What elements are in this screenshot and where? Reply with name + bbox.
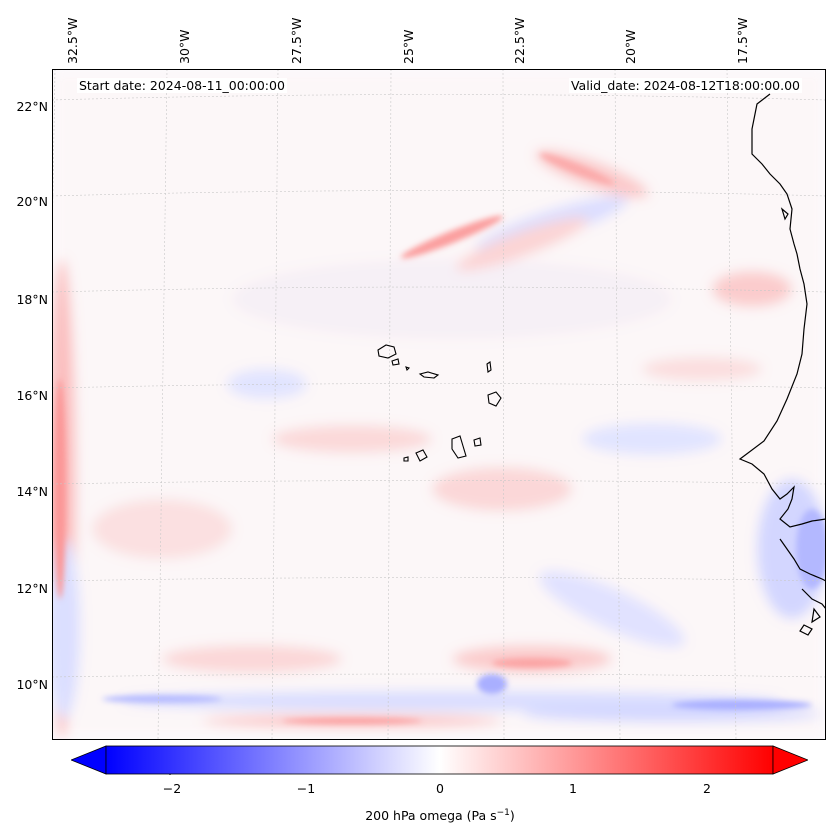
- coastline-south: [779, 538, 826, 582]
- west-africa-coastline: [738, 93, 826, 528]
- lat-label-22n: 22°N: [16, 99, 48, 114]
- colorbar-tick-0: 0: [436, 781, 444, 796]
- island-boa-vista: [487, 391, 502, 407]
- island-fogo: [415, 449, 428, 462]
- lat-label-12n: 12°N: [16, 581, 48, 596]
- colorbar-label: 200 hPa omega (Pa s−1): [365, 808, 515, 824]
- colorbar-tick-2: 2: [703, 781, 711, 796]
- colorbar: [71, 745, 808, 775]
- map-border: [52, 69, 826, 740]
- valid-date-label: Valid_date: 2024-08-12T18:00:00.00: [568, 78, 802, 93]
- island-sao-nicolau: [418, 371, 440, 379]
- lat-label-10n: 10°N: [16, 677, 48, 692]
- colorbar-low-extend: [71, 745, 107, 775]
- lon-label-25w: 25°W: [401, 29, 416, 64]
- lat-label-20n: 20°N: [16, 194, 48, 209]
- island-small-1: [799, 624, 813, 636]
- island-santo-antao: [377, 344, 397, 359]
- lon-label-22-5w: 22.5°W: [512, 17, 527, 64]
- island-sao-vicente: [391, 358, 400, 366]
- lon-label-32-5w: 32.5°W: [65, 17, 80, 64]
- lat-label-18n: 18°N: [16, 292, 48, 307]
- colorbar-gradient: [105, 745, 774, 775]
- colorbar-tick-1: 1: [569, 781, 577, 796]
- island-maio: [473, 437, 482, 447]
- start-date-label: Start date: 2024-08-11_00:00:00: [77, 78, 287, 93]
- omega-field-plot: [52, 69, 826, 740]
- lon-label-17-5w: 17.5°W: [735, 17, 750, 64]
- lon-label-30w: 30°W: [177, 29, 192, 64]
- island-santa-luzia: [405, 366, 411, 372]
- omega-contour-fill: [52, 69, 826, 740]
- island-brava: [403, 456, 409, 462]
- island-small-2: [780, 207, 789, 221]
- lon-label-27-5w: 27.5°W: [289, 17, 304, 64]
- lat-label-16n: 16°N: [16, 388, 48, 403]
- lon-label-20w: 20°W: [623, 29, 638, 64]
- island-sal: [486, 361, 492, 373]
- island-bijagos: [811, 607, 821, 624]
- lat-label-14n: 14°N: [16, 484, 48, 499]
- island-santiago: [451, 435, 467, 459]
- coastline-guinea: [801, 588, 826, 610]
- omega-map: [52, 69, 826, 740]
- colorbar-tick-neg2: −2: [162, 781, 182, 796]
- colorbar-high-extend: [772, 745, 808, 775]
- colorbar-tick-neg1: −1: [296, 781, 316, 796]
- coastlines: [738, 93, 826, 636]
- cape-verde-islands: [377, 344, 502, 462]
